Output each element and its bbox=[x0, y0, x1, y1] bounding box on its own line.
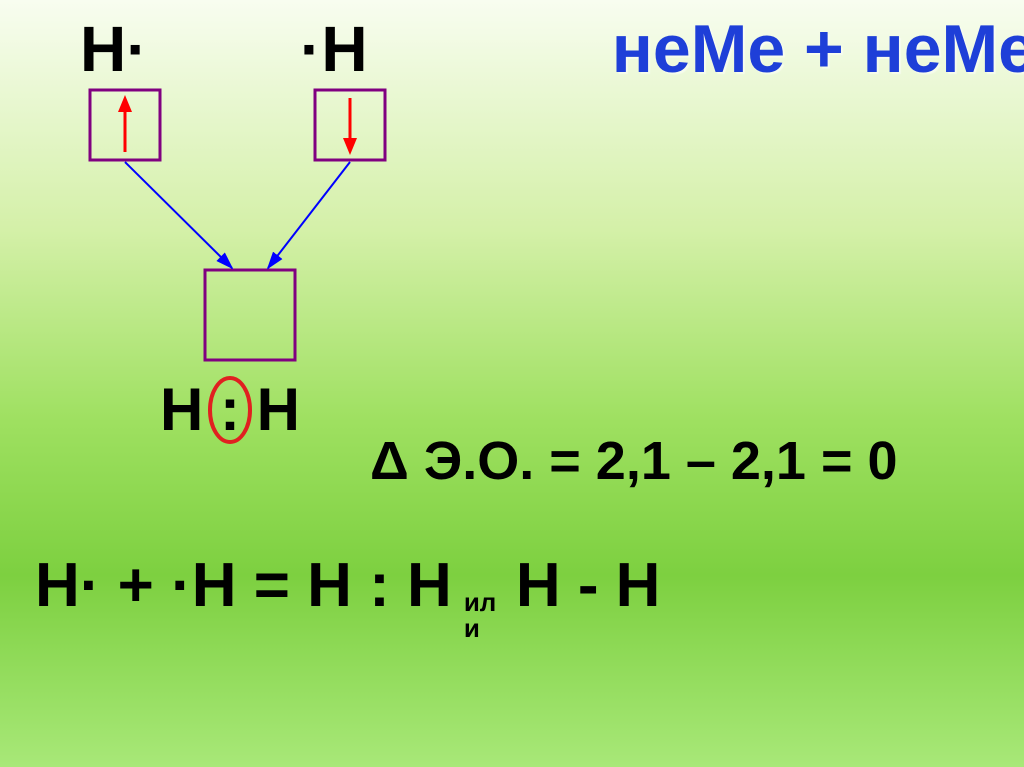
equation-or: или bbox=[464, 589, 504, 641]
bond-left-h: Н bbox=[160, 376, 203, 443]
delta-equation: Δ Э.О. = 2,1 – 2,1 = 0 bbox=[370, 430, 898, 492]
equation-part2: Н - Н bbox=[516, 550, 661, 621]
shared-pair-ellipse bbox=[200, 370, 270, 450]
center-orbital-box bbox=[205, 270, 295, 360]
main-equation-row: Н· + ·Н = Н : Н или Н - Н bbox=[35, 550, 660, 621]
orbital-diagram bbox=[0, 0, 500, 400]
equation-part1: Н· + ·Н = Н : Н bbox=[35, 550, 452, 621]
header-title: неМе + неМе bbox=[612, 10, 1024, 88]
left-connector bbox=[125, 162, 232, 268]
right-connector bbox=[268, 162, 350, 268]
